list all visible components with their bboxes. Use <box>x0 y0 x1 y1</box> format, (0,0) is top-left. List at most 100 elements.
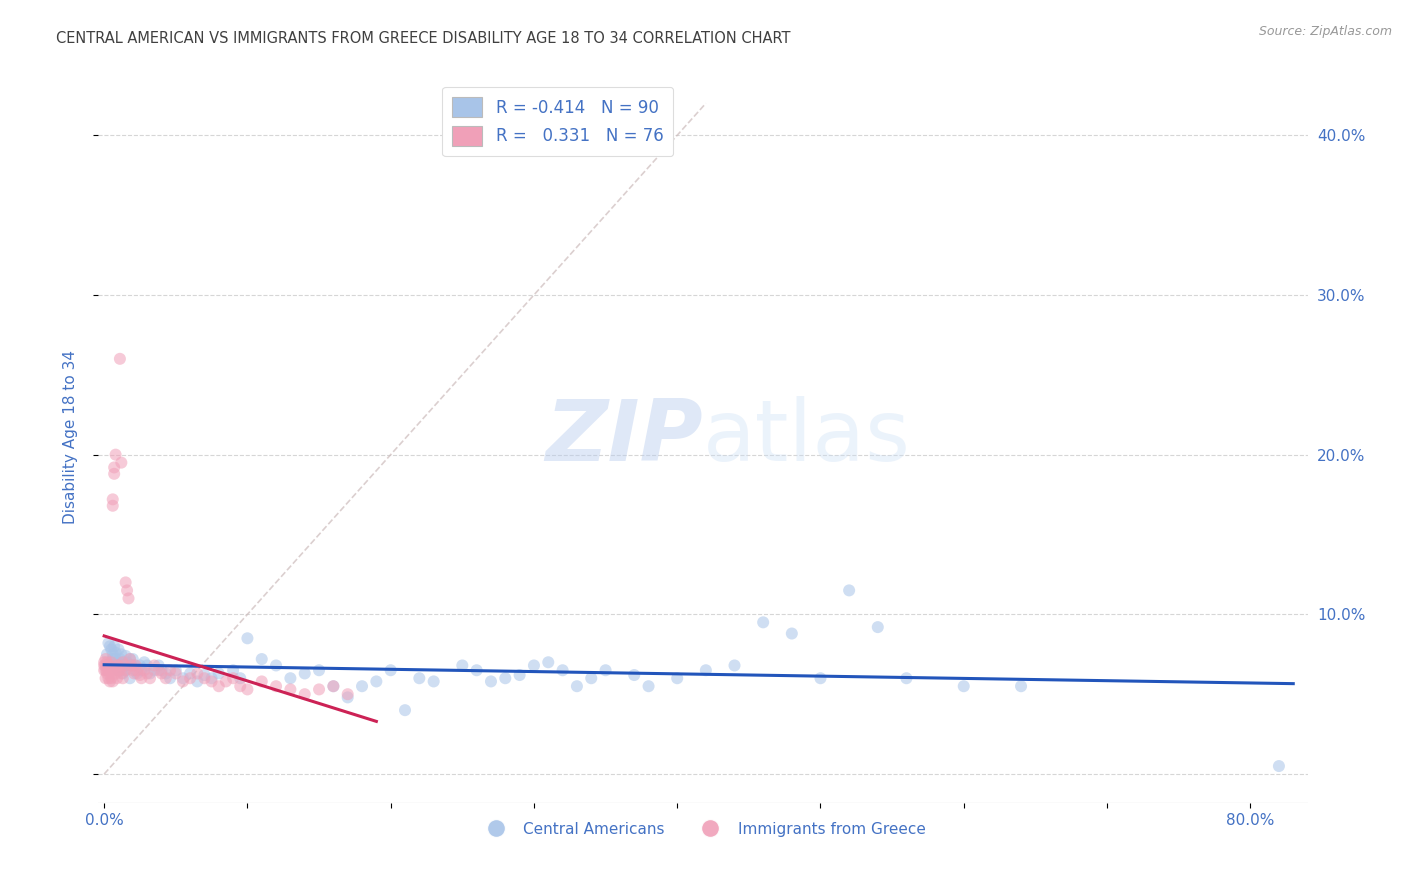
Point <box>94 652 117 666</box>
Point <box>200 671 222 685</box>
Point <box>101 652 124 666</box>
Point <box>136 666 159 681</box>
Point <box>155 671 177 685</box>
Point <box>165 666 187 681</box>
Point <box>131 663 153 677</box>
Point <box>111 666 134 681</box>
Point <box>107 658 129 673</box>
Point <box>159 663 181 677</box>
Point <box>96 663 118 677</box>
Point <box>172 671 194 685</box>
Point <box>131 671 153 685</box>
Point <box>105 655 128 669</box>
Point <box>509 668 531 682</box>
Point <box>110 456 132 470</box>
Point <box>494 671 516 685</box>
Point <box>98 658 121 673</box>
Point <box>111 655 134 669</box>
Point <box>121 663 143 677</box>
Point <box>101 647 124 661</box>
Point <box>308 663 330 677</box>
Point <box>155 666 177 681</box>
Text: atlas: atlas <box>703 395 911 479</box>
Point <box>93 663 115 677</box>
Point <box>139 666 162 681</box>
Point <box>322 679 344 693</box>
Point <box>100 642 122 657</box>
Point <box>200 674 222 689</box>
Point <box>165 663 187 677</box>
Point <box>101 674 124 689</box>
Point <box>322 679 344 693</box>
Point <box>222 663 245 677</box>
Point <box>103 640 125 654</box>
Point <box>110 647 132 661</box>
Point <box>148 658 170 673</box>
Point <box>565 679 588 693</box>
Point <box>120 658 142 673</box>
Point <box>110 663 132 677</box>
Point <box>107 663 129 677</box>
Point <box>523 658 546 673</box>
Point <box>780 626 803 640</box>
Point <box>422 674 444 689</box>
Point <box>350 679 373 693</box>
Point <box>208 679 231 693</box>
Point <box>1268 759 1291 773</box>
Point <box>98 640 121 654</box>
Point <box>179 671 201 685</box>
Point <box>108 652 131 666</box>
Point <box>111 671 134 685</box>
Point <box>150 666 173 681</box>
Point <box>115 583 138 598</box>
Point <box>172 674 194 689</box>
Point <box>122 658 145 673</box>
Point <box>101 492 124 507</box>
Point <box>110 666 132 681</box>
Point <box>637 679 659 693</box>
Point <box>581 671 603 685</box>
Point <box>150 663 173 677</box>
Point <box>810 671 832 685</box>
Point <box>236 632 259 646</box>
Point <box>595 663 617 677</box>
Point <box>896 671 918 685</box>
Point <box>100 671 122 685</box>
Point <box>114 648 136 663</box>
Point <box>695 663 717 677</box>
Point <box>107 642 129 657</box>
Point <box>215 674 238 689</box>
Point <box>193 671 215 685</box>
Point <box>129 658 152 673</box>
Point <box>94 663 117 677</box>
Point <box>139 671 162 685</box>
Text: ZIP: ZIP <box>546 395 703 479</box>
Legend: Central Americans, Immigrants from Greece: Central Americans, Immigrants from Greec… <box>474 815 932 843</box>
Point <box>117 658 139 673</box>
Point <box>108 663 131 677</box>
Text: Source: ZipAtlas.com: Source: ZipAtlas.com <box>1258 25 1392 38</box>
Point <box>952 679 974 693</box>
Point <box>101 499 124 513</box>
Point <box>118 671 141 685</box>
Point <box>280 671 302 685</box>
Point <box>114 663 136 677</box>
Point <box>723 658 745 673</box>
Point <box>103 467 125 481</box>
Point <box>115 655 138 669</box>
Point <box>250 674 273 689</box>
Point <box>100 663 122 677</box>
Point <box>104 646 127 660</box>
Text: CENTRAL AMERICAN VS IMMIGRANTS FROM GREECE DISABILITY AGE 18 TO 34 CORRELATION C: CENTRAL AMERICAN VS IMMIGRANTS FROM GREE… <box>56 31 790 46</box>
Point <box>280 682 302 697</box>
Point <box>103 460 125 475</box>
Point <box>96 647 118 661</box>
Point <box>127 663 149 677</box>
Point <box>107 663 129 677</box>
Point <box>111 655 134 669</box>
Point <box>222 671 245 685</box>
Point <box>114 575 136 590</box>
Point <box>479 674 502 689</box>
Point <box>148 663 170 677</box>
Point <box>838 583 860 598</box>
